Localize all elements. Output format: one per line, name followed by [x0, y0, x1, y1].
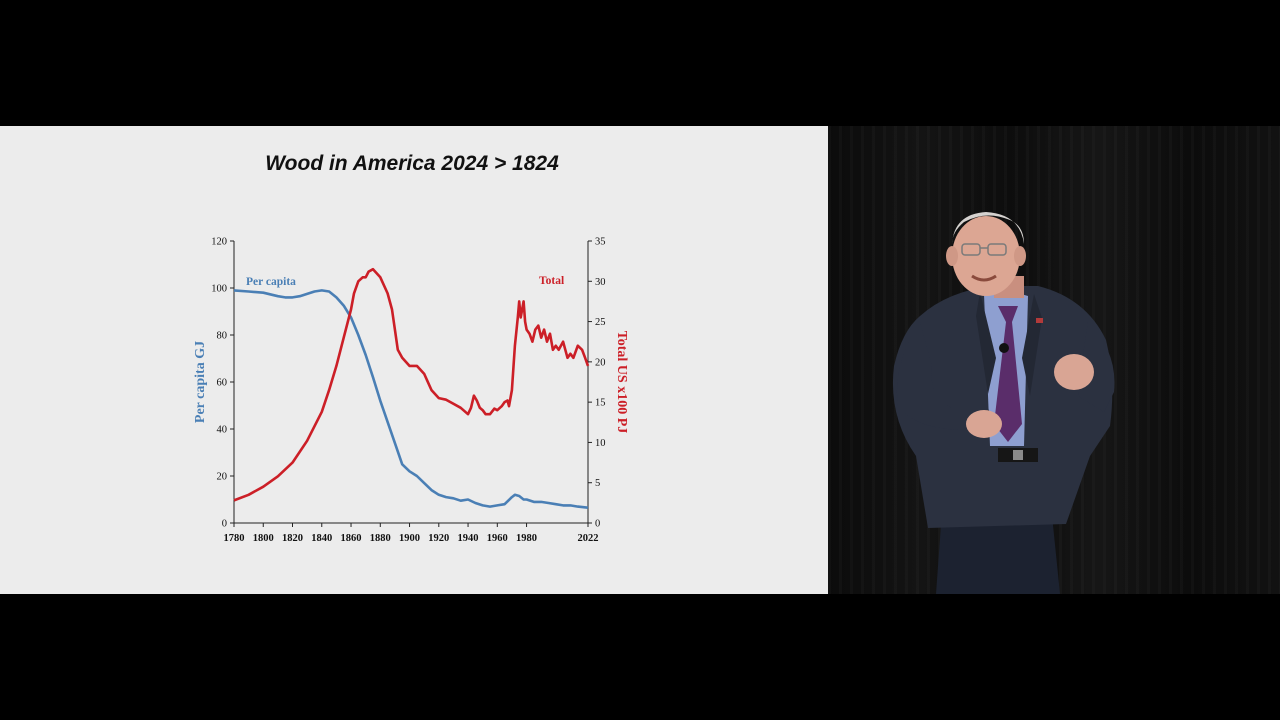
y-right-tick-label: 35: [595, 237, 606, 248]
x-tick-label: 1960: [487, 533, 508, 544]
y-right-axis-label: Total US x100 PJ: [614, 331, 629, 434]
dual-axis-line-chart: 0 20 40 60 80 100 120 0 5 10 15 20 25 30 35 1780 1800 182…: [193, 237, 629, 545]
y-left-tick-label: 80: [217, 331, 228, 342]
speaker-head: [952, 216, 1020, 296]
x-tick-label: 1900: [399, 533, 420, 544]
y-left-tick-label: 120: [211, 237, 227, 248]
x-tick-label: 1780: [224, 533, 245, 544]
flag-pin: [1036, 318, 1043, 323]
speaker-tie: [994, 306, 1022, 442]
series-line-per-capita: [233, 289, 589, 509]
speaker-figure: [892, 212, 1115, 594]
y-left-tick-label: 40: [217, 425, 228, 436]
speaker-video-panel: [828, 126, 1280, 594]
series-line-total: [233, 267, 590, 502]
y-left-tick-label: 100: [211, 284, 227, 295]
y-right-tick-label: 15: [595, 398, 606, 409]
slide-title: Wood in America 2024 > 1824: [265, 152, 559, 175]
x-tick-label: 1880: [370, 533, 391, 544]
x-tick-label: 1840: [311, 533, 332, 544]
y-right-tick-label: 25: [595, 317, 606, 328]
series-label-per-capita: Per capita: [246, 276, 296, 288]
y-right-tick-label: 5: [595, 478, 600, 489]
speaker-left-arm: [896, 322, 994, 430]
y-right-tick-label: 20: [595, 357, 606, 368]
y-right-tick-label: 10: [595, 438, 606, 449]
x-tick-label: 1920: [428, 533, 449, 544]
y-left-tick-label: 0: [222, 519, 227, 530]
x-tick-label: 1940: [458, 533, 479, 544]
x-tick-label: 2022: [578, 533, 599, 544]
y-right-tick-label: 0: [595, 519, 600, 530]
series-label-total: Total: [539, 275, 564, 287]
y-left-tick-label: 20: [217, 472, 228, 483]
x-tick-label: 1800: [253, 533, 274, 544]
speaker-right-arm: [1078, 322, 1115, 412]
lapel-mic: [999, 343, 1009, 353]
speaker-hand-left: [966, 410, 1002, 438]
presentation-slide: Wood in America 2024 > 1824 0 20 40 60 80 100…: [0, 126, 828, 594]
x-tick-label: 1860: [341, 533, 362, 544]
x-tick-label: 1980: [516, 533, 537, 544]
y-right-tick-label: 30: [595, 277, 606, 288]
x-tick-label: 1820: [282, 533, 303, 544]
speaker-hand-right: [1054, 354, 1094, 390]
y-left-axis-label: Per capita GJ: [193, 341, 208, 423]
y-left-tick-label: 60: [217, 378, 228, 389]
